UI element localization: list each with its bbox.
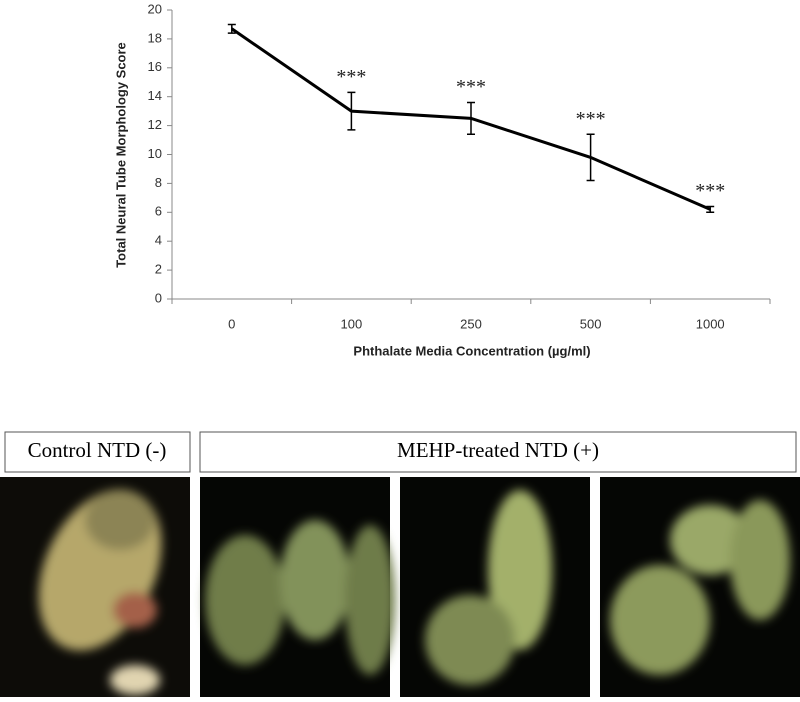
error-bar bbox=[467, 101, 475, 136]
error-bar bbox=[347, 91, 356, 131]
significance-label: *** bbox=[695, 180, 725, 202]
x-axis-title: Phthalate Media Concentration (µg/ml) bbox=[353, 343, 590, 358]
significance-label: *** bbox=[576, 108, 606, 130]
photo-treated bbox=[400, 477, 590, 697]
x-tick-label: 100 bbox=[341, 316, 363, 331]
x-tick-label: 0 bbox=[228, 316, 235, 331]
error-bar bbox=[586, 133, 595, 182]
significance-label: *** bbox=[456, 76, 486, 98]
y-axis-title: Total Neural Tube Morphology Score bbox=[113, 42, 128, 268]
y-tick-label: 8 bbox=[155, 175, 162, 190]
photo-control bbox=[0, 477, 190, 697]
y-tick-label: 0 bbox=[155, 290, 162, 305]
panel-label: MEHP-treated NTD (+) bbox=[397, 438, 599, 462]
y-tick-label: 4 bbox=[155, 233, 162, 248]
panel-label-box bbox=[4, 431, 191, 473]
photo-treated bbox=[200, 477, 395, 697]
y-tick-label: 18 bbox=[148, 30, 162, 45]
error-bar bbox=[227, 23, 236, 34]
y-tick-label: 20 bbox=[148, 1, 162, 16]
y-tick-label: 16 bbox=[148, 59, 162, 74]
y-tick-label: 6 bbox=[155, 204, 162, 219]
significance-label: *** bbox=[336, 66, 366, 88]
x-tick-label: 1000 bbox=[696, 316, 725, 331]
y-tick-label: 12 bbox=[148, 117, 162, 132]
x-tick-label: 250 bbox=[460, 316, 482, 331]
y-tick-label: 2 bbox=[155, 262, 162, 277]
y-tick-label: 10 bbox=[148, 146, 162, 161]
photo-treated bbox=[600, 477, 800, 697]
panel-label-box bbox=[199, 431, 797, 473]
y-tick-label: 14 bbox=[148, 88, 162, 103]
x-tick-label: 500 bbox=[580, 316, 602, 331]
error-bar bbox=[706, 205, 715, 214]
panel-label: Control NTD (-) bbox=[28, 438, 167, 462]
